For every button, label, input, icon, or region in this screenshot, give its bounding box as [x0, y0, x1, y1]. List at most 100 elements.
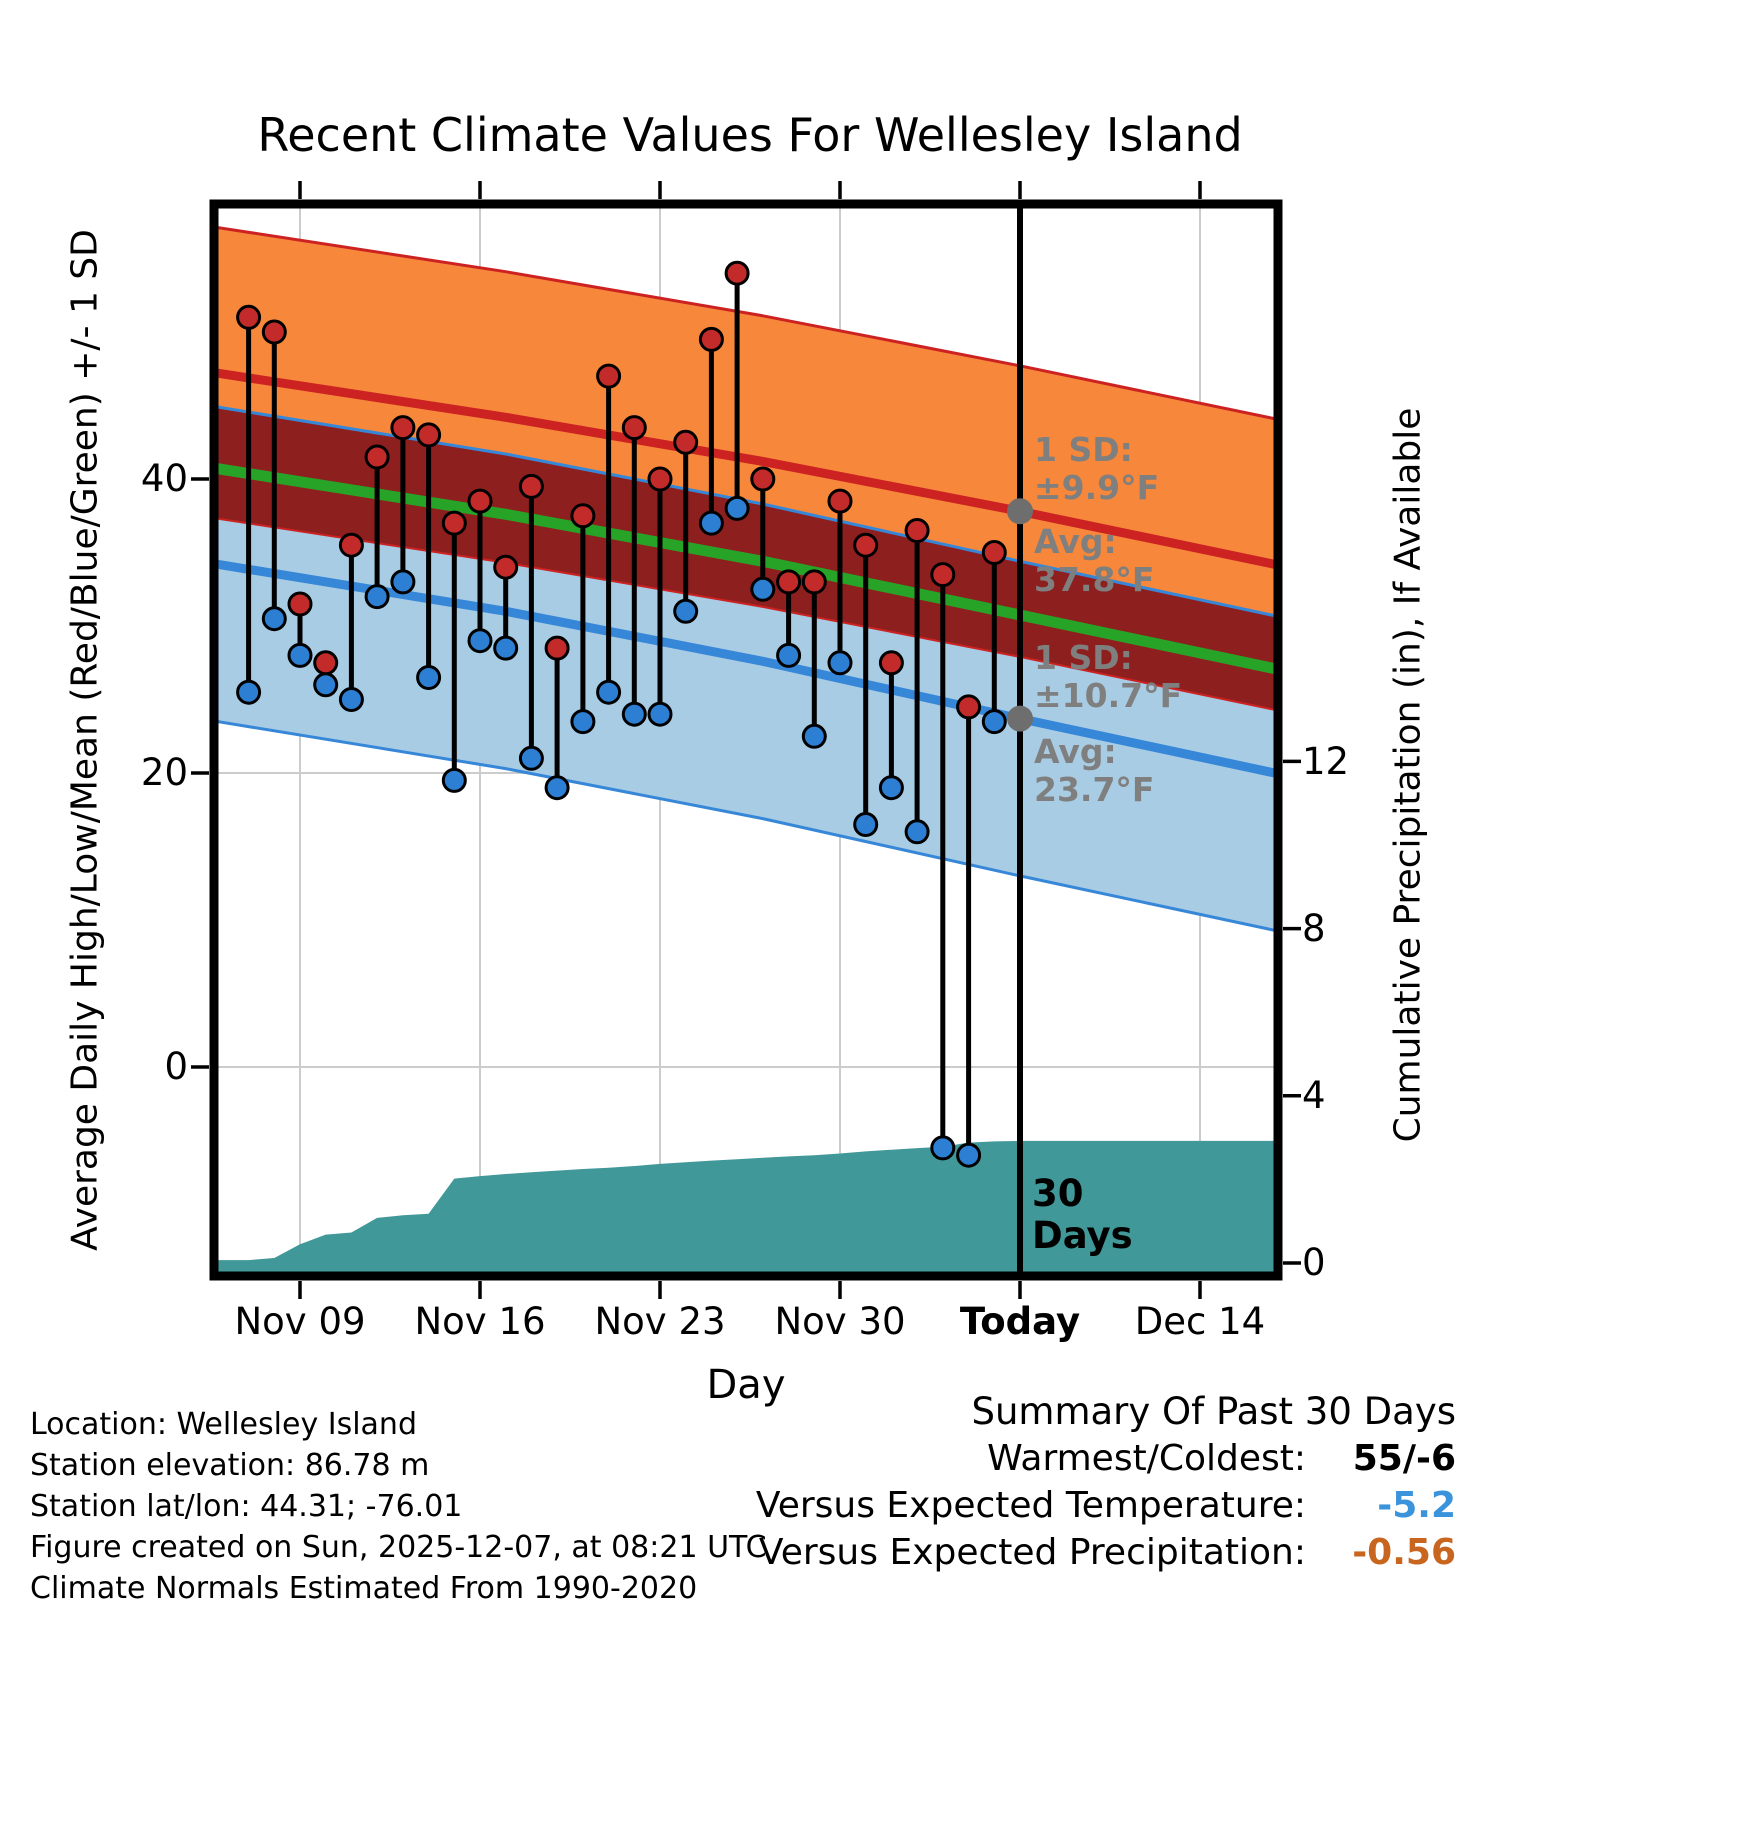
low-sd-label: 1 SD: [1034, 638, 1133, 677]
high-dot [878, 650, 904, 676]
window-days-line1: 30 [1032, 1172, 1084, 1215]
high-dot [801, 569, 827, 595]
low-dot [236, 679, 262, 705]
high-dot [904, 518, 930, 543]
summary-row-label: Versus Expected Temperature: [755, 1485, 1306, 1526]
summary-row: Warmest/Coldest: 55/-6 [756, 1435, 1456, 1482]
avg-low-today-dot [1007, 705, 1033, 732]
low-dot [390, 569, 416, 595]
high-avg-label: Avg: [1034, 522, 1117, 561]
avg-high-today-dot [1007, 498, 1033, 525]
high-dot [647, 466, 673, 492]
low-dot [904, 819, 930, 845]
high-dot [956, 694, 982, 720]
x-tick-label-today: Today [959, 1300, 1081, 1343]
low-dot [698, 510, 724, 536]
low-dot [981, 709, 1007, 735]
y-left-tick-label: 0 [164, 1045, 188, 1088]
avg-high-line [218, 368, 1274, 569]
x-tick-label: Nov 16 [414, 1300, 546, 1343]
high-dot [750, 466, 776, 492]
high-dot [287, 591, 313, 617]
low-dot [416, 665, 442, 690]
footer-normals: Climate Normals Estimated From 1990-2020 [30, 1571, 698, 1606]
tick-marks [191, 181, 1301, 1299]
summary-row: Versus Expected Precipitation: -0.56 [756, 1529, 1456, 1576]
high-dot [544, 635, 570, 661]
avg-low-line [218, 559, 1274, 778]
high-dot [441, 510, 467, 536]
high-dot [827, 488, 853, 514]
low-dot [467, 628, 493, 654]
low-dot [853, 812, 879, 837]
low-dot [878, 775, 904, 801]
summary-row-value: 55/-6 [1352, 1438, 1456, 1479]
summary-row-value: -0.56 [1352, 1532, 1456, 1573]
daily-dots [236, 260, 1007, 1168]
low-dot [313, 672, 339, 698]
high-sd-label: 1 SD: [1034, 430, 1133, 469]
low-dot [956, 1142, 982, 1168]
high-dot [930, 562, 956, 588]
low-dot [364, 584, 390, 610]
x-tick-label: Nov 30 [774, 1300, 906, 1343]
low-dot [621, 701, 647, 727]
low-avg-label: Avg: [1034, 732, 1117, 771]
high-dot [776, 569, 802, 595]
summary-heading: Summary Of Past 30 Days [971, 1390, 1456, 1433]
high-dot [493, 554, 519, 580]
high-dot [698, 326, 724, 352]
low-dot [570, 709, 596, 735]
summary-panel: Summary Of Past 30 Days Warmest/Coldest:… [756, 1388, 1456, 1576]
y-left-tick-label: 20 [140, 751, 188, 794]
summary-row: Versus Expected Temperature: -5.2 [756, 1482, 1456, 1529]
low-dot [724, 495, 750, 521]
high-dot [467, 488, 493, 514]
window-days-line2: Days [1032, 1214, 1133, 1257]
x-tick-label: Nov 09 [234, 1300, 366, 1343]
footer-elevation: Station elevation: 86.78 m [30, 1448, 430, 1483]
high-dot [673, 429, 699, 455]
low-dot [827, 650, 853, 676]
high-avg-value: 37.8°F [1034, 560, 1155, 599]
cumulative-precip-area [218, 1140, 1274, 1272]
high-sd-value: ±9.9°F [1034, 468, 1160, 507]
low-dot [493, 635, 519, 661]
low-dot [441, 767, 467, 793]
low-dot [647, 701, 673, 727]
high-dot [570, 503, 596, 529]
high-dot [261, 319, 287, 345]
plot-border [209, 199, 1283, 1281]
summary-row-label: Versus Expected Precipitation: [758, 1532, 1306, 1573]
high-dot [416, 422, 442, 448]
low-dot [518, 745, 544, 771]
low-dot [801, 723, 827, 749]
low-dot [596, 679, 622, 705]
low-avg-value: 23.7°F [1034, 770, 1155, 809]
x-axis-title: Day [706, 1362, 786, 1408]
low-dot [544, 775, 570, 801]
low-dot [261, 606, 287, 632]
daily-stems [246, 273, 997, 1156]
low-sd-value: ±10.7°F [1034, 676, 1183, 715]
low-dot [673, 598, 699, 624]
high-dot [338, 532, 364, 558]
low-dot [930, 1135, 956, 1161]
x-tick-label: Nov 23 [594, 1300, 726, 1343]
high-dot [518, 473, 544, 499]
low-dot [338, 687, 364, 712]
low-dot [750, 576, 776, 602]
y-left-tick-label: 40 [140, 457, 188, 500]
high-dot [364, 444, 390, 470]
low-dot [287, 642, 313, 668]
y-right-tick-label: 0 [1302, 1241, 1326, 1284]
high-dot [853, 532, 879, 558]
high-dot [236, 304, 262, 330]
high-dot [596, 363, 622, 389]
y-right-tick-label: 8 [1302, 907, 1326, 950]
summary-row-label: Warmest/Coldest: [987, 1438, 1306, 1479]
page-title: Recent Climate Values For Wellesley Isla… [257, 108, 1243, 162]
high-dot [390, 415, 416, 441]
summary-row-value: -5.2 [1377, 1485, 1456, 1526]
footer-latlon: Station lat/lon: 44.31; -76.01 [30, 1489, 463, 1524]
